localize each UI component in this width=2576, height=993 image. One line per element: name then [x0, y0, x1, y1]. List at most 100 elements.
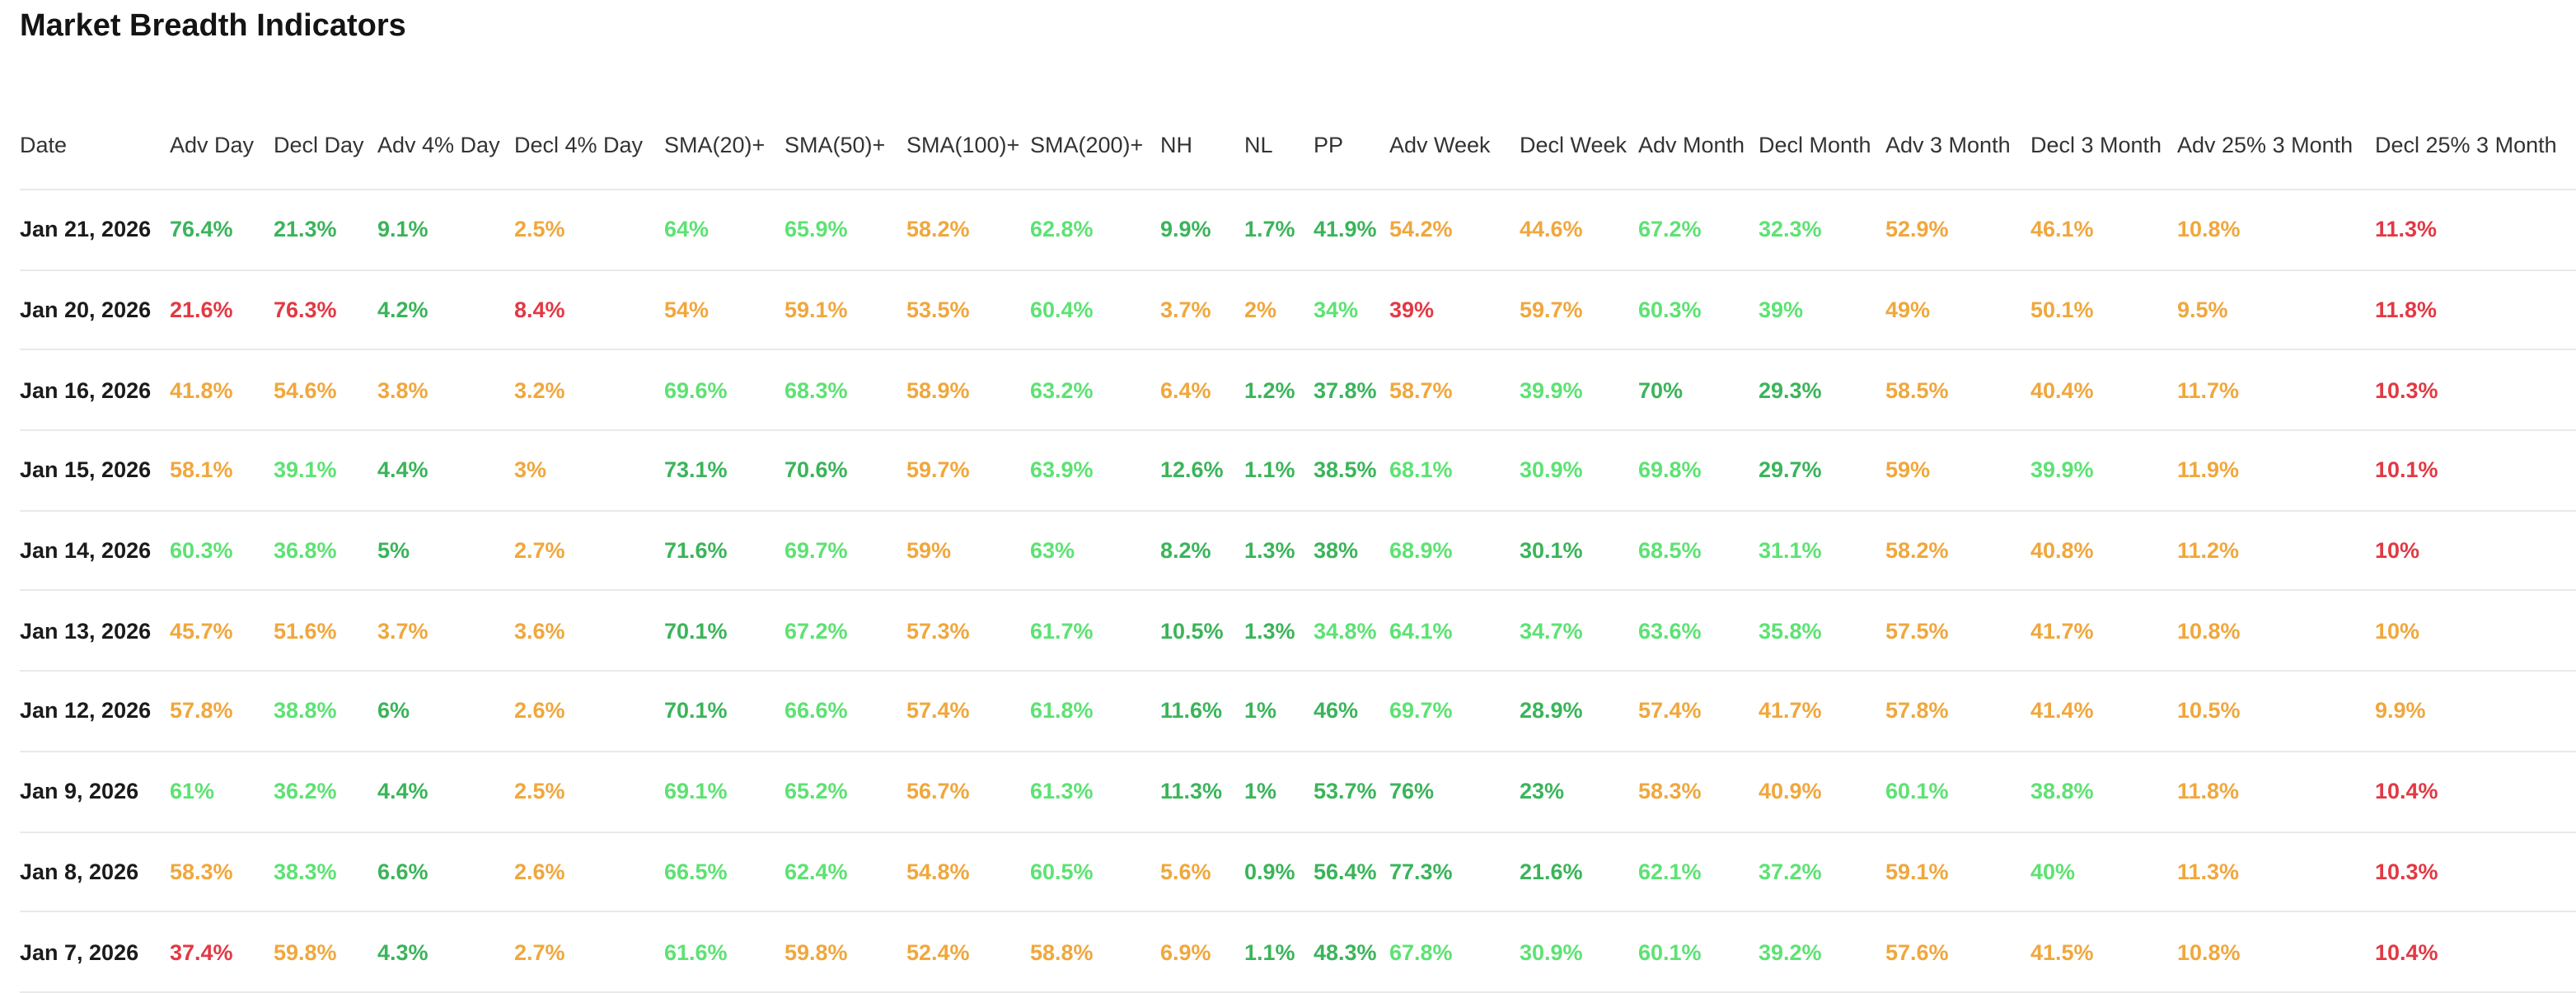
- value-cell: 58.7%: [1389, 377, 1453, 403]
- value-cell: 63.6%: [1638, 618, 1702, 644]
- value-cell: 49%: [1885, 297, 1931, 323]
- value-cell: 10.8%: [2177, 217, 2241, 242]
- value-cell: 57.5%: [1885, 618, 1949, 644]
- value-cell: 59%: [906, 538, 952, 564]
- column-header-decl-25-3-month: Decl 25% 3 Month: [2375, 133, 2557, 157]
- page-title: Market Breadth Indicators: [20, 9, 406, 44]
- date-cell: Jan 20, 2026: [20, 297, 152, 323]
- value-cell: 2.5%: [514, 779, 565, 804]
- value-cell: 61.6%: [664, 939, 728, 965]
- header-row: Date Adv Day Decl Day Adv 4% Day Decl 4% Day…: [20, 45, 2576, 190]
- value-cell: 58.8%: [1030, 939, 1094, 965]
- value-cell: 59.7%: [906, 457, 970, 483]
- value-cell: 5.6%: [1160, 859, 1211, 884]
- value-cell: 10.5%: [2177, 698, 2241, 724]
- value-cell: 2%: [1244, 297, 1277, 323]
- value-cell: 40%: [2030, 859, 2076, 884]
- value-cell: 76%: [1389, 779, 1435, 804]
- column-header-sma-200: SMA(200)+: [1030, 133, 1144, 157]
- value-cell: 9.9%: [1160, 217, 1211, 242]
- value-cell: 39.9%: [2030, 457, 2094, 483]
- value-cell: 11.6%: [1160, 698, 1223, 724]
- value-cell: 11.9%: [2177, 457, 2240, 483]
- value-cell: 54.8%: [906, 859, 970, 884]
- value-cell: 62.8%: [1030, 217, 1094, 242]
- value-cell: 60.4%: [1030, 297, 1094, 323]
- value-cell: 58.2%: [906, 217, 970, 242]
- value-cell: 54.6%: [274, 377, 337, 403]
- value-cell: 2.7%: [514, 939, 565, 965]
- value-cell: 45.7%: [170, 618, 233, 644]
- value-cell: 52.9%: [1885, 217, 1949, 242]
- value-cell: 50.1%: [2030, 297, 2094, 323]
- value-cell: 70.6%: [785, 457, 848, 483]
- value-cell: 66.6%: [785, 698, 848, 724]
- value-cell: 1.7%: [1244, 217, 1295, 242]
- value-cell: 2.7%: [514, 538, 565, 564]
- column-header-sma-20: SMA(20)+: [664, 133, 766, 157]
- value-cell: 36.2%: [274, 779, 337, 804]
- column-header-adv-4-day: Adv 4% Day: [377, 133, 500, 157]
- value-cell: 1.1%: [1244, 939, 1295, 965]
- value-cell: 10.4%: [2375, 779, 2438, 804]
- value-cell: 11.3%: [1160, 779, 1223, 804]
- value-cell: 10.3%: [2375, 377, 2438, 403]
- date-cell: Jan 16, 2026: [20, 377, 152, 403]
- value-cell: 6%: [377, 698, 410, 724]
- value-cell: 1.3%: [1244, 618, 1295, 644]
- value-cell: 41.8%: [170, 377, 233, 403]
- value-cell: 65.2%: [785, 779, 848, 804]
- value-cell: 10%: [2375, 618, 2420, 644]
- value-cell: 57.4%: [906, 698, 970, 724]
- value-cell: 10.8%: [2177, 618, 2241, 644]
- value-cell: 54%: [664, 297, 710, 323]
- value-cell: 28.9%: [1520, 698, 1583, 724]
- breadth-table: Date Adv Day Decl Day Adv 4% Day Decl 4% Day…: [20, 45, 2576, 993]
- value-cell: 38%: [1314, 538, 1359, 564]
- value-cell: 9.9%: [2375, 698, 2426, 724]
- table-row: Jan 12, 2026 57.8% 38.8% 6% 2.6% 70.1% 66.6% 57…: [20, 671, 2576, 752]
- value-cell: 4.4%: [377, 457, 429, 483]
- value-cell: 58.3%: [1638, 779, 1702, 804]
- value-cell: 11.7%: [2177, 377, 2240, 403]
- value-cell: 38.5%: [1314, 457, 1377, 483]
- value-cell: 3.6%: [514, 618, 565, 644]
- value-cell: 34.8%: [1314, 618, 1377, 644]
- value-cell: 5%: [377, 538, 410, 564]
- value-cell: 66.5%: [664, 859, 728, 884]
- table-row: Jan 14, 2026 60.3% 36.8% 5% 2.7% 71.6% 69.7% 59…: [20, 511, 2576, 591]
- column-header-sma-100: SMA(100)+: [906, 133, 1020, 157]
- value-cell: 21.6%: [170, 297, 233, 323]
- value-cell: 11.8%: [2375, 297, 2438, 323]
- value-cell: 70.1%: [664, 618, 728, 644]
- value-cell: 60.3%: [1638, 297, 1702, 323]
- value-cell: 41.7%: [2030, 618, 2094, 644]
- value-cell: 67.2%: [1638, 217, 1702, 242]
- value-cell: 34.7%: [1520, 618, 1583, 644]
- value-cell: 58.2%: [1885, 538, 1949, 564]
- value-cell: 11.8%: [2177, 779, 2240, 804]
- value-cell: 39.2%: [1759, 939, 1822, 965]
- table-body: Jan 21, 2026 76.4% 21.3% 9.1% 2.5% 64% 65.9% 58…: [20, 190, 2576, 992]
- value-cell: 44.6%: [1520, 217, 1583, 242]
- value-cell: 46.1%: [2030, 217, 2094, 242]
- value-cell: 10.3%: [2375, 859, 2438, 884]
- value-cell: 46%: [1314, 698, 1359, 724]
- table-row: Jan 15, 2026 58.1% 39.1% 4.4% 3% 73.1% 70.6% 59…: [20, 430, 2576, 511]
- value-cell: 59.8%: [274, 939, 337, 965]
- value-cell: 64.1%: [1389, 618, 1453, 644]
- value-cell: 34%: [1314, 297, 1359, 323]
- value-cell: 69.7%: [1389, 698, 1453, 724]
- value-cell: 3.7%: [377, 618, 429, 644]
- column-header-decl-week: Decl Week: [1520, 133, 1628, 157]
- value-cell: 1%: [1244, 698, 1277, 724]
- value-cell: 6.6%: [377, 859, 429, 884]
- value-cell: 1.2%: [1244, 377, 1295, 403]
- date-cell: Jan 8, 2026: [20, 859, 139, 884]
- value-cell: 30.1%: [1520, 538, 1583, 564]
- value-cell: 11.3%: [2375, 217, 2438, 242]
- value-cell: 2.5%: [514, 217, 565, 242]
- table-row: Jan 9, 2026 61% 36.2% 4.4% 2.5% 69.1% 65.2% 56.…: [20, 752, 2576, 831]
- value-cell: 60.3%: [170, 538, 233, 564]
- date-cell: Jan 14, 2026: [20, 538, 152, 564]
